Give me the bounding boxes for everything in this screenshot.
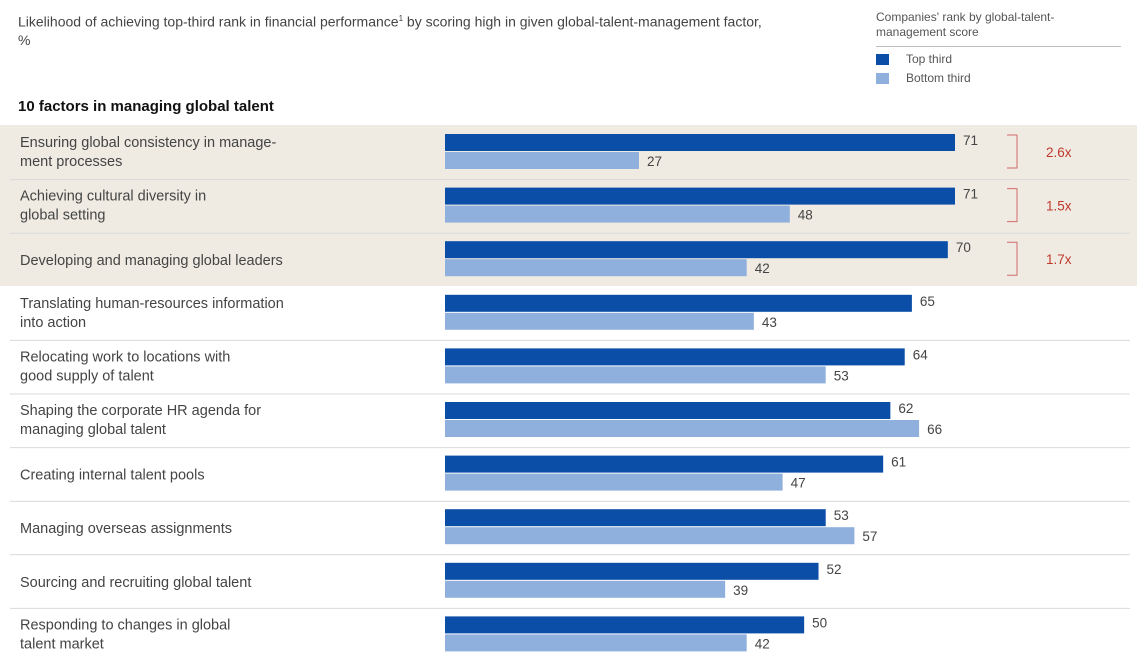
bar-bottom-third	[445, 420, 920, 437]
bar-bottom-third	[445, 312, 754, 330]
value-label-top-third: 61	[891, 455, 906, 470]
factor-label: Managing overseas assignments	[20, 521, 232, 537]
value-label-bottom-third: 47	[791, 476, 806, 491]
factor-label: Ensuring global consistency in manage-me…	[20, 135, 276, 170]
factor-label: Translating human-resources information i…	[20, 296, 284, 331]
bar-top-third	[445, 241, 948, 259]
value-label-bottom-third: 66	[927, 422, 942, 437]
value-label-top-third: 64	[913, 347, 929, 362]
bar-top-third	[445, 402, 891, 419]
bar-top-third	[445, 616, 805, 634]
value-label-top-third: 50	[812, 615, 827, 630]
legend-swatch-bottom-third	[876, 72, 889, 84]
factor-label: Developing and managing global leaders	[20, 253, 283, 269]
bar-top-third	[445, 509, 826, 527]
value-label-top-third: 71	[963, 133, 978, 148]
bar-top-third	[445, 348, 905, 366]
value-label-top-third: 65	[920, 294, 935, 309]
legend-item-top-third: Top third	[876, 52, 1126, 66]
bar-bottom-third	[445, 580, 726, 598]
legend-label-bottom-third: Bottom third	[906, 71, 971, 85]
legend: Companies' rank by global-talent-managem…	[876, 10, 1126, 85]
ratio-label: 1.5x	[1046, 199, 1072, 214]
value-label-bottom-third: 42	[755, 636, 770, 651]
bar-top-third	[445, 455, 884, 473]
section-title: 10 factors in managing global talent	[18, 98, 274, 115]
factor-label: Creating internal talent pools	[20, 468, 205, 484]
bar-bottom-third	[445, 205, 790, 223]
value-label-top-third: 62	[898, 401, 913, 416]
value-label-top-third: 53	[834, 508, 849, 523]
bar-bottom-third	[445, 473, 783, 491]
ratio-label: 1.7x	[1046, 252, 1072, 267]
ratio-bracket	[1007, 188, 1018, 223]
ratio-label: 2.6x	[1046, 145, 1072, 160]
factor-label: Shaping the corporate HR agenda for manag…	[20, 403, 261, 438]
bar-top-third	[445, 294, 912, 312]
bar-bottom-third	[445, 259, 747, 277]
legend-label-top-third: Top third	[906, 52, 953, 66]
highlight-band	[0, 125, 1137, 286]
legend-swatch-top-third	[876, 53, 889, 65]
bar-bottom-third	[445, 152, 639, 169]
bar-bottom-third	[445, 634, 747, 652]
bar-top-third	[445, 187, 955, 205]
factor-label: Responding to changes in global talent ma…	[20, 617, 230, 652]
value-label-top-third: 52	[827, 562, 842, 577]
factor-label: Achieving cultural diversity in global se…	[20, 189, 206, 224]
value-label-bottom-third: 57	[862, 529, 877, 544]
bar-bottom-third	[445, 527, 855, 545]
ratio-bracket	[1007, 241, 1018, 276]
factor-label: Sourcing and recruiting global talent	[20, 575, 251, 591]
bar-top-third	[445, 134, 955, 151]
bar-top-third	[445, 562, 819, 580]
value-label-top-third: 70	[956, 240, 971, 255]
ratio-bracket	[1007, 134, 1018, 169]
chart-subtitle: Likelihood of achieving top-third rank i…	[18, 13, 762, 48]
value-label-bottom-third: 42	[755, 261, 770, 276]
legend-item-bottom-third: Bottom third	[876, 71, 1126, 85]
bar-bottom-third	[445, 366, 826, 384]
value-label-bottom-third: 48	[798, 208, 813, 223]
legend-title: Companies' rank by global-talent-managem…	[876, 10, 1121, 47]
value-label-bottom-third: 27	[647, 154, 662, 169]
value-label-bottom-third: 39	[733, 583, 748, 598]
value-label-bottom-third: 43	[762, 315, 777, 330]
value-label-bottom-third: 53	[834, 368, 849, 383]
value-label-top-third: 71	[963, 187, 978, 202]
factor-label: Relocating work to locations with good su…	[20, 349, 230, 384]
